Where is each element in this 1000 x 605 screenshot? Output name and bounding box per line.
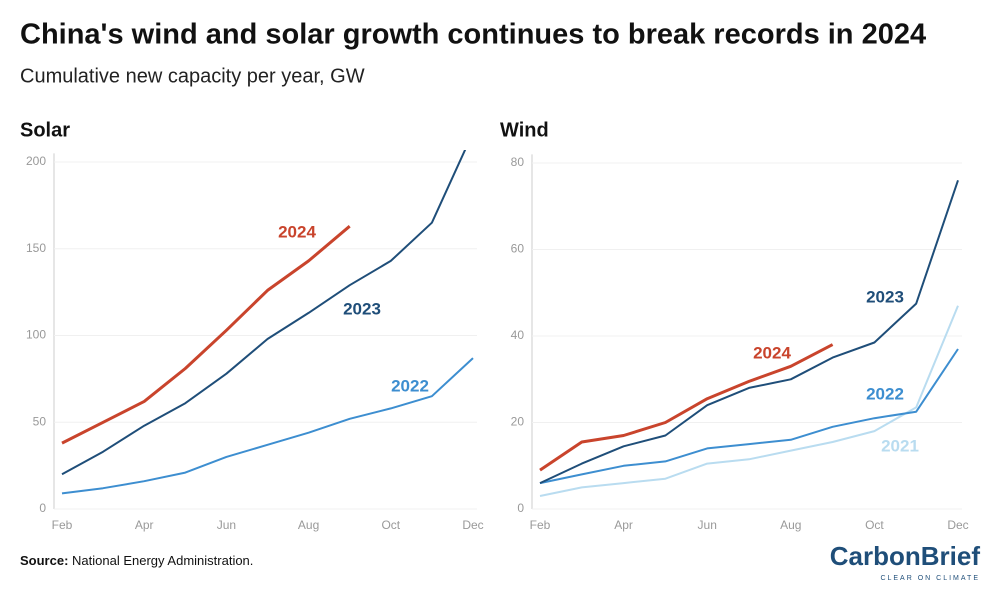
line [539,179,959,485]
x-tick-label: Apr [614,518,633,532]
x-tick-label: Dec [947,518,968,532]
logo: CarbonBrief [830,541,981,571]
y-tick-label: 20 [511,415,525,429]
y-tick-label: 80 [511,155,525,169]
x-tick-label: Oct [865,518,884,532]
x-tick-label: Feb [530,518,551,532]
y-tick-label: 40 [511,328,525,342]
title: China's wind and solar growth continues … [20,19,926,51]
series-label: 2021 [881,436,919,455]
x-tick-label: Feb [52,518,73,532]
y-tick-label: 0 [517,501,524,515]
plot [539,179,959,497]
y-tick-label: 0 [39,501,46,515]
y-tick-label: 200 [26,154,46,168]
x-tick-label: Jun [698,518,717,532]
logo-tagline: CLEAR ON CLIMATE [880,575,980,582]
x-tick-label: Jun [217,518,236,532]
x-tick-label: Apr [135,518,154,532]
y-tick-label: 150 [26,241,46,255]
series-label: 2023 [866,287,904,306]
x-tick-label: Aug [780,518,801,532]
line [61,357,474,495]
line [539,305,959,497]
panel-title: Wind [500,119,549,141]
y-tick-label: 60 [511,242,525,256]
series-label: 2023 [343,299,381,318]
line [539,348,959,485]
line [61,225,351,445]
series-label: 2022 [391,376,429,395]
series-label: 2024 [753,343,791,362]
source-text: National Energy Administration. [72,553,253,568]
y-tick-label: 50 [33,414,47,428]
plot [61,150,474,495]
source-label: Source: [20,553,68,568]
x-tick-label: Oct [381,518,400,532]
x-tick-label: Aug [298,518,319,532]
series-label: 2022 [866,384,904,403]
panel-title: Solar [20,119,70,141]
series-label: 2024 [278,222,316,241]
x-tick-label: Dec [462,518,483,532]
y-tick-label: 100 [26,328,46,342]
line [61,150,467,476]
source: Source: National Energy Administration. [20,553,253,568]
line [539,343,834,472]
subtitle: Cumulative new capacity per year, GW [20,65,365,87]
